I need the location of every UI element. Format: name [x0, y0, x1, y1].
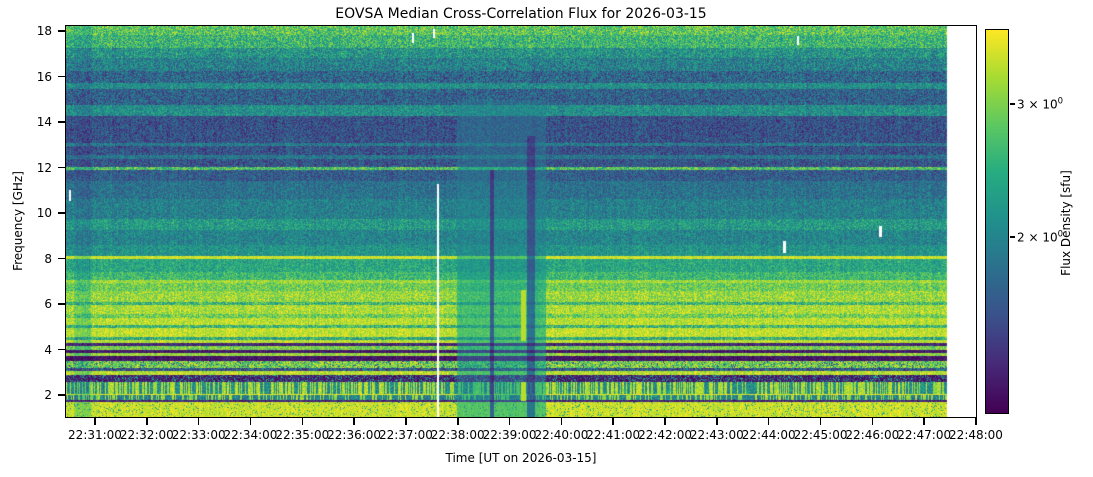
x-tick-mark	[767, 416, 770, 425]
x-tick-mark	[819, 416, 822, 425]
x-tick-mark	[301, 416, 304, 425]
x-tick-mark	[457, 416, 459, 425]
colorbar-tick-mark	[1009, 236, 1015, 238]
y-tick-label: 2	[44, 388, 52, 402]
y-tick-label: 16	[36, 69, 52, 84]
y-tick-mark	[58, 303, 66, 305]
colorbar-tick-mantissa: 3 × 10	[1017, 97, 1058, 112]
y-tick-mark	[58, 394, 66, 396]
x-tick-mark	[508, 416, 511, 425]
x-tick-label: 22:40:00	[534, 428, 589, 442]
x-tick-mark	[871, 416, 874, 425]
y-tick-mark	[58, 348, 66, 351]
colorbar-tick-exponent: 0	[1057, 229, 1064, 240]
x-tick-label: 22:34:00	[223, 428, 278, 442]
colorbar-tick-exponent: 0	[1057, 96, 1064, 107]
x-tick-mark	[197, 416, 200, 425]
x-tick-mark	[716, 416, 718, 425]
colorbar-frame	[984, 28, 1009, 414]
x-tick-label: 22:44:00	[741, 428, 796, 442]
x-tick-mark	[353, 416, 355, 425]
x-tick-label: 22:45:00	[793, 428, 848, 442]
x-tick-label: 22:48:00	[949, 428, 1003, 442]
x-tick-mark	[560, 416, 563, 425]
y-tick-mark	[58, 121, 66, 123]
y-tick-label: 18	[36, 24, 52, 38]
x-tick-mark	[923, 416, 925, 425]
x-tick-label: 22:41:00	[586, 428, 641, 442]
spectrogram-canvas	[66, 26, 976, 417]
colorbar-tick-label: 2 × 100	[1017, 230, 1063, 245]
x-tick-mark	[975, 416, 977, 425]
x-tick-label: 22:42:00	[638, 428, 692, 442]
y-tick-mark	[58, 75, 66, 78]
y-tick-label: 4	[44, 342, 52, 357]
x-tick-mark	[612, 416, 614, 425]
y-tick-label: 6	[44, 297, 52, 311]
x-tick-mark	[664, 416, 666, 425]
x-tick-label: 22:36:00	[327, 428, 382, 442]
colorbar-tick-mark	[1009, 103, 1015, 105]
x-tick-label: 22:38:00	[430, 428, 485, 442]
y-tick-label: 10	[36, 206, 52, 220]
x-tick-label: 22:39:00	[482, 428, 537, 442]
colorbar-tick-mantissa: 2 × 10	[1017, 230, 1058, 245]
colorbar-label: Flux Density [sfu]	[1059, 170, 1073, 276]
colorbar-canvas	[985, 29, 1008, 413]
x-axis-label: Time [UT on 2026-03-15]	[445, 451, 597, 465]
x-tick-label: 22:32:00	[119, 428, 174, 442]
x-tick-mark	[405, 416, 407, 425]
x-tick-label: 22:47:00	[897, 428, 952, 442]
y-tick-label: 12	[36, 160, 52, 175]
x-tick-mark	[249, 416, 252, 425]
y-tick-mark	[58, 257, 66, 260]
x-tick-label: 22:37:00	[378, 428, 433, 442]
colorbar-tick-label: 3 × 100	[1017, 97, 1063, 112]
chart-title: EOVSA Median Cross-Correlation Flux for …	[335, 6, 707, 22]
y-tick-label: 14	[36, 115, 52, 129]
y-tick-mark	[58, 166, 66, 169]
plot-frame	[64, 24, 977, 418]
y-tick-mark	[58, 212, 66, 214]
x-tick-mark	[94, 416, 96, 425]
y-tick-mark	[58, 30, 66, 32]
x-tick-label: 22:33:00	[171, 428, 226, 442]
x-tick-mark	[146, 416, 148, 425]
x-tick-label: 22:35:00	[275, 428, 330, 442]
x-tick-label: 22:46:00	[845, 428, 900, 442]
y-tick-label: 8	[44, 251, 52, 266]
x-tick-label: 22:31:00	[68, 428, 122, 442]
x-tick-label: 22:43:00	[689, 428, 744, 442]
